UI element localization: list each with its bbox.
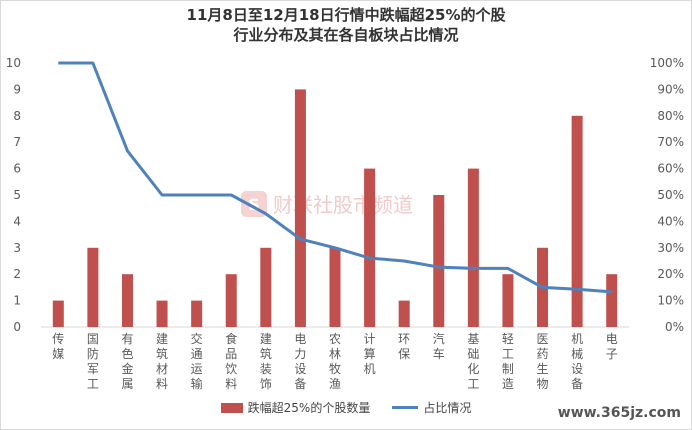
legend-label-bar: 跌幅超25%的个股数量 [247,401,371,415]
legend-swatch-line [392,406,419,409]
y-right-tick-label: 100% [650,56,684,70]
y-right-tick-label: 90% [657,82,684,96]
chart-title-line2: 行业分布及其在各自板块占比情况 [233,26,459,44]
x-tick-label-医药生物: 医药生物 [537,332,549,391]
x-tick-label-轻工制造: 轻工制造 [502,332,514,391]
y-left-tick-label: 9 [13,82,21,96]
y-right-tick-label: 50% [657,188,684,202]
bar-建筑材料 [156,300,168,327]
y-left-tick-label: 6 [13,162,21,176]
y-left-tick-label: 5 [13,188,21,202]
x-tick-label-基础化工: 基础化工 [467,332,479,391]
x-tick-label-建筑装饰: 建筑装饰 [260,332,272,391]
chart-title-line1: 11月8日至12月18日行情中跌幅超25%的个股 [186,6,506,24]
bar-基础化工 [467,168,479,327]
y-right-tick-label: 20% [657,267,684,281]
bar-建筑装饰 [260,247,272,327]
x-tick-label-电力设备: 电力设备 [294,332,306,391]
x-tick-label-建筑材料: 建筑材料 [156,332,168,391]
line-series-ratio [58,61,612,294]
bar-农林牧渔 [329,247,341,327]
x-tick-label-环保: 环保 [398,332,410,361]
y-right-tick-label: 80% [657,109,684,123]
y-right-tick-label: 40% [657,214,684,228]
x-tick-label-交通运输: 交通运输 [191,331,203,391]
bar-机械设备 [571,115,583,327]
y-left-tick-label: 8 [13,109,21,123]
y-left-tick-label: 2 [13,267,21,281]
x-tick-label-国防军工: 国防军工 [87,332,99,391]
x-tick-label-机械设备: 机械设备 [571,332,583,391]
legend-label-line: 占比情况 [423,401,472,415]
bar-电力设备 [294,89,306,328]
bar-环保 [398,300,410,327]
bar-轻工制造 [502,274,514,327]
bar-食品饮料 [225,274,237,327]
chart-title: 11月8日至12月18日行情中跌幅超25%的个股 行业分布及其在各自板块占比情况 [1,5,691,45]
y-left-tick-label: 3 [13,241,21,255]
y-left-tick-label: 10 [6,56,21,70]
chart-legend: 跌幅超25%的个股数量 占比情况 [1,399,691,416]
y-right-tick-label: 10% [657,294,684,308]
site-watermark: www.365jz.com [557,405,681,421]
x-tick-label-汽车: 汽车 [433,331,445,361]
bar-交通运输 [191,300,203,327]
x-tick-label-农林牧渔: 农林牧渔 [329,332,341,391]
y-left-tick-label: 4 [13,214,21,228]
y-left-tick-label: 0 [13,320,21,334]
x-tick-label-计算机: 计算机 [364,332,376,376]
watermark-text: 财联社股市频道 [273,193,413,217]
y-right-tick-label: 70% [657,135,684,149]
x-tick-label-有色金属: 有色金属 [121,332,133,391]
y-right-tick-label: 0% [665,320,684,334]
y-right-tick-label: 60% [657,162,684,176]
legend-item-line[interactable]: 占比情况 [392,399,471,416]
x-tick-label-食品饮料: 食品饮料 [225,331,237,391]
bar-计算机 [364,168,376,327]
y-left-tick-label: 1 [13,294,21,308]
bar-传媒 [52,300,64,327]
x-tick-label-电子: 电子 [606,332,618,361]
legend-item-bar[interactable]: 跌幅超25%的个股数量 [220,399,371,416]
bar-有色金属 [121,274,133,327]
x-tick-label-传媒: 传媒 [52,331,64,361]
watermark-logo-glyph: S [248,195,260,214]
bar-电子 [606,274,618,327]
bar-汽车 [433,195,445,327]
bar-国防军工 [87,247,99,327]
y-right-tick-label: 30% [657,241,684,255]
y-left-tick-label: 7 [13,135,21,149]
legend-swatch-bar [220,402,243,413]
